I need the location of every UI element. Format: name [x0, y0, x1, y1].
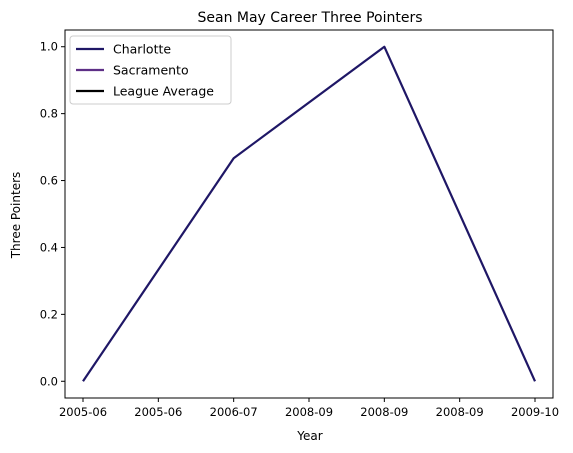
series-lines	[82, 45, 537, 382]
x-axis-label: Year	[296, 429, 322, 443]
x-tick-label: 2005-06	[59, 405, 107, 419]
legend-label: Sacramento	[113, 63, 189, 78]
x-tick-label: 2005-06	[134, 405, 182, 419]
x-tick-label: 2008-09	[285, 405, 333, 419]
chart-title: Sean May Career Three Pointers	[197, 10, 422, 26]
y-axis: 0.0 0.2 0.4 0.6 0.8 1.0	[40, 40, 65, 388]
series-line-charlotte	[82, 45, 537, 382]
y-tick-label: 0.6	[40, 174, 58, 188]
legend-label: Charlotte	[113, 42, 171, 57]
x-axis: 2005-06 2005-06 2006-07 2008-09 2008-09 2008-…	[59, 398, 559, 419]
x-tick-label: 2008-09	[360, 405, 408, 419]
legend-box	[69, 35, 232, 105]
y-tick-label: 0.4	[40, 240, 58, 254]
x-tick-label: 2006-07	[210, 405, 258, 419]
x-tick-label: 2008-09	[436, 405, 484, 419]
y-tick-label: 0.2	[40, 307, 58, 321]
y-tick-label: 0.8	[40, 107, 58, 121]
y-tick-label: 1.0	[40, 40, 58, 54]
x-tick-label: 2009-10	[511, 405, 559, 419]
y-axis-label: Three Pointers	[9, 172, 23, 260]
y-tick-label: 0.0	[40, 374, 58, 388]
legend: Charlotte Sacramento League Average	[69, 35, 232, 105]
legend-label: League Average	[113, 84, 214, 99]
